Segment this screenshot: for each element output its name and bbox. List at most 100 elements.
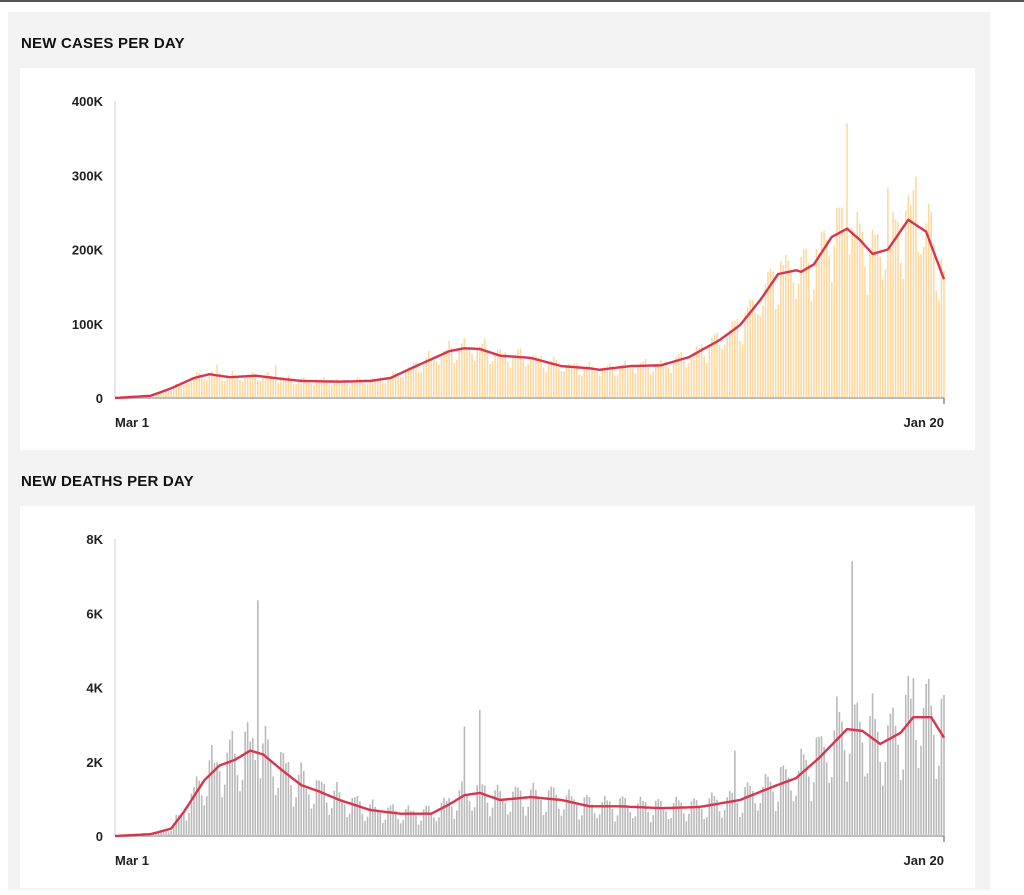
daily-bar <box>591 804 593 836</box>
daily-bar <box>527 806 530 836</box>
daily-bar <box>744 313 746 398</box>
daily-bar <box>198 372 200 398</box>
daily-bar <box>629 366 632 398</box>
daily-bar <box>308 794 310 836</box>
daily-bar <box>754 312 757 398</box>
daily-bar <box>647 811 649 836</box>
daily-bar <box>443 350 445 398</box>
daily-bar <box>519 348 522 398</box>
daily-bar <box>596 818 598 836</box>
daily-bar <box>269 760 272 836</box>
y-tick-label: 4K <box>86 681 103 696</box>
daily-bar <box>759 803 762 836</box>
daily-bar <box>744 786 746 836</box>
daily-bar <box>333 381 336 398</box>
daily-bar <box>915 739 917 836</box>
daily-bar <box>774 309 777 398</box>
daily-bar <box>282 378 285 398</box>
daily-bar <box>889 245 892 398</box>
daily-bar <box>861 742 864 836</box>
daily-bar <box>328 385 331 398</box>
y-tick-label: 0 <box>96 829 103 844</box>
daily-bar <box>394 372 397 398</box>
daily-bar <box>272 378 274 398</box>
daily-bar <box>846 123 848 399</box>
daily-bar <box>310 808 313 836</box>
daily-bar <box>693 798 695 836</box>
daily-bar <box>389 377 392 398</box>
daily-bar <box>461 781 463 836</box>
daily-bar <box>305 381 308 398</box>
daily-bar <box>433 360 435 398</box>
daily-bar <box>861 232 864 398</box>
daily-bar <box>815 737 818 836</box>
daily-bar <box>453 818 456 836</box>
daily-bar <box>200 795 203 836</box>
deaths-chart-card: 0 2K 4K 6K 8K Mar 1 Jan 20 <box>20 506 975 888</box>
daily-bar <box>614 376 616 398</box>
daily-bar <box>236 775 239 836</box>
daily-bar <box>285 763 287 836</box>
daily-bar <box>499 349 501 398</box>
daily-bar <box>468 800 471 836</box>
daily-bar <box>200 377 203 398</box>
daily-bar <box>657 363 660 398</box>
daily-bar <box>586 795 588 836</box>
daily-bar <box>231 371 234 398</box>
daily-bar <box>463 726 466 836</box>
daily-bar <box>943 694 945 836</box>
daily-bar <box>922 707 925 836</box>
daily-bar <box>787 260 790 398</box>
daily-bar <box>297 381 300 398</box>
daily-bar <box>478 709 481 836</box>
daily-bar <box>417 824 420 836</box>
daily-bar <box>838 711 841 836</box>
daily-bar <box>177 815 180 836</box>
daily-bar <box>280 377 282 398</box>
daily-bar <box>560 815 563 836</box>
daily-bar <box>813 289 815 398</box>
daily-bar <box>473 360 476 398</box>
daily-bar <box>353 381 356 398</box>
daily-bar <box>535 355 537 398</box>
daily-bar <box>328 814 331 836</box>
daily-bar <box>404 370 407 398</box>
daily-bar <box>532 354 535 398</box>
daily-bar <box>188 383 190 398</box>
daily-bar <box>234 753 236 836</box>
daily-bar <box>397 818 399 836</box>
daily-bar <box>580 375 583 398</box>
daily-bar <box>703 819 706 836</box>
daily-bar <box>718 344 721 398</box>
daily-bar <box>746 782 749 836</box>
daily-bar <box>522 360 524 398</box>
daily-bar <box>598 814 601 836</box>
daily-bar <box>366 384 369 398</box>
daily-bar <box>374 379 376 398</box>
daily-bar <box>305 788 308 836</box>
daily-bar <box>654 363 657 398</box>
daily-bar <box>904 210 907 398</box>
daily-bar <box>364 820 366 836</box>
daily-bar <box>892 707 894 836</box>
daily-bar <box>731 792 734 836</box>
daily-bar <box>180 814 183 836</box>
daily-bar <box>376 809 379 836</box>
daily-bar <box>473 807 476 836</box>
daily-bar <box>851 561 853 836</box>
daily-bar <box>269 376 272 398</box>
daily-bar <box>384 383 387 398</box>
daily-bar <box>739 817 741 836</box>
daily-bar <box>249 741 251 836</box>
daily-bar <box>672 362 675 398</box>
daily-bar <box>894 725 897 836</box>
daily-bar <box>721 348 723 398</box>
daily-bar <box>795 795 797 836</box>
daily-bar <box>907 675 910 836</box>
daily-bar <box>925 683 927 836</box>
daily-bar <box>165 390 167 398</box>
daily-bar <box>795 298 797 398</box>
daily-bar <box>257 380 259 398</box>
daily-bar <box>450 806 453 836</box>
daily-bar <box>583 797 586 836</box>
